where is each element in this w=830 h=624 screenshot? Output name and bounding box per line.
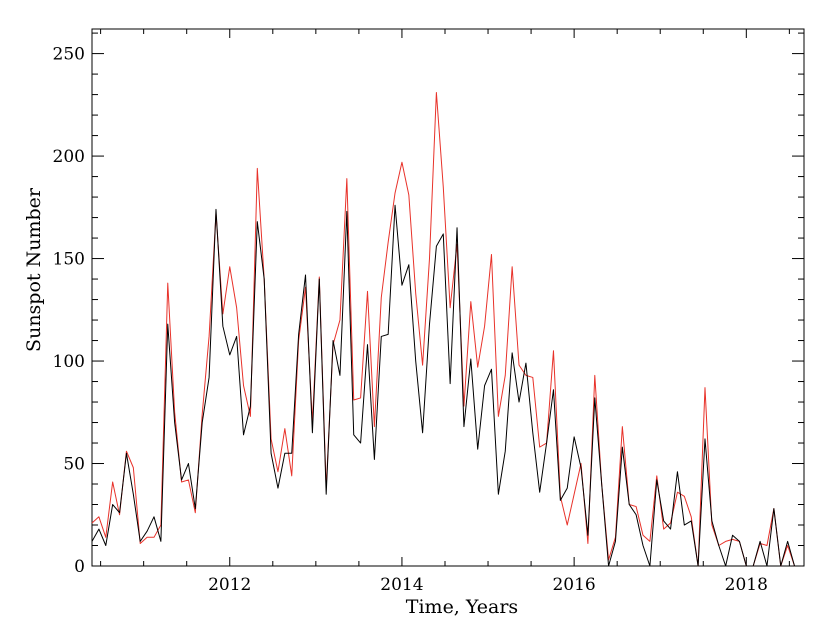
y-tick-label: 0 xyxy=(74,557,85,577)
axis-ticks xyxy=(92,29,804,567)
series-line-black xyxy=(91,204,802,567)
y-tick-label: 50 xyxy=(63,455,85,475)
y-tick-label: 100 xyxy=(53,352,85,372)
x-tick-label: 2014 xyxy=(380,575,423,595)
y-axis-title: Sunspot Number xyxy=(23,187,45,352)
x-tick-label: 2016 xyxy=(552,575,595,595)
x-tick-label: 2012 xyxy=(208,575,251,595)
x-axis-title: Time, Years xyxy=(406,596,518,618)
y-tick-label: 150 xyxy=(53,250,85,270)
series-layer xyxy=(91,92,802,567)
y-tick-label: 200 xyxy=(53,147,85,167)
tick-labels: 2012 2014 2016 2018 0 50 100 150 200 250 xyxy=(53,45,768,595)
x-tick-label: 2018 xyxy=(725,575,768,595)
series-line-red xyxy=(91,92,802,567)
y-tick-label: 250 xyxy=(53,45,85,65)
plot-frame xyxy=(91,28,805,567)
